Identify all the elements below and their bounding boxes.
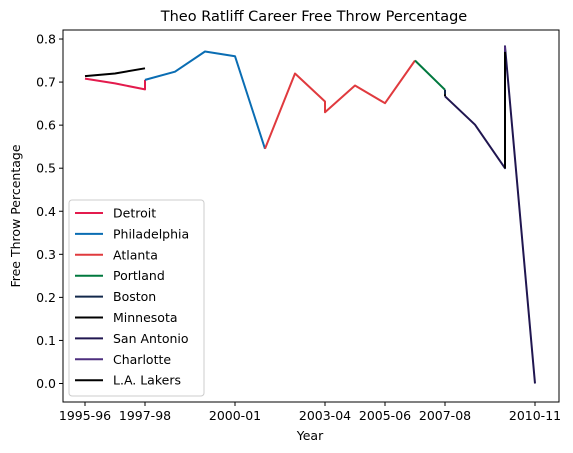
x-axis-label: Year bbox=[296, 428, 324, 443]
y-axis-label: Free Throw Percentage bbox=[8, 144, 23, 287]
y-tick-label: 0.2 bbox=[36, 290, 56, 305]
legend-label: Detroit bbox=[113, 206, 156, 221]
x-tick-label: 1997-98 bbox=[119, 408, 171, 423]
legend-label: Charlotte bbox=[113, 352, 171, 367]
plot-area bbox=[62, 29, 560, 403]
y-axis: 0.0 0.1 0.2 0.3 0.4 0.5 0.6 0.7 0.8 bbox=[36, 32, 63, 391]
series-line-extra-0 bbox=[84, 67, 146, 78]
y-tick-label: 0.5 bbox=[36, 161, 56, 176]
series-line-detroit bbox=[84, 77, 146, 91]
legend-label: Atlanta bbox=[113, 247, 158, 262]
legend-label: Philadelphia bbox=[113, 226, 189, 241]
y-tick-label: 0.6 bbox=[36, 118, 56, 133]
y-tick-label: 0.8 bbox=[36, 32, 56, 47]
legend-label: San Antonio bbox=[113, 331, 189, 346]
x-tick-label: 2010-11 bbox=[509, 408, 561, 423]
legend-box bbox=[68, 199, 205, 397]
y-tick-label: 0.7 bbox=[36, 75, 56, 90]
x-axis: 1995-96 1997-98 2000-01 2003-04 2005-06 2007-… bbox=[59, 402, 561, 423]
series-line-portland bbox=[414, 59, 446, 91]
legend-label: Minnesota bbox=[113, 310, 178, 325]
legend-label: L.A. Lakers bbox=[113, 373, 181, 388]
y-tick-label: 0.1 bbox=[36, 333, 56, 348]
series-line-san-antonio bbox=[444, 45, 536, 384]
legend: Detroit Philadelphia Atlanta Portland Boston… bbox=[68, 199, 205, 397]
chart-title: Theo Ratliff Career Free Throw Percentag… bbox=[160, 9, 468, 25]
legend-label: Portland bbox=[113, 268, 165, 283]
x-tick-label: 1995-96 bbox=[59, 408, 111, 423]
plot-lines bbox=[84, 45, 536, 384]
x-tick-label: 2005-06 bbox=[359, 408, 411, 423]
y-tick-label: 0.0 bbox=[36, 376, 56, 391]
series-line-philadelphia bbox=[144, 50, 266, 150]
x-tick-label: 2000-01 bbox=[209, 408, 261, 423]
x-tick-label: 2007-08 bbox=[419, 408, 471, 423]
y-tick-label: 0.3 bbox=[36, 247, 56, 262]
x-tick-label: 2003-04 bbox=[299, 408, 351, 423]
series-line-atlanta bbox=[264, 59, 416, 150]
legend-label: Boston bbox=[113, 289, 156, 304]
y-tick-label: 0.4 bbox=[36, 204, 56, 219]
